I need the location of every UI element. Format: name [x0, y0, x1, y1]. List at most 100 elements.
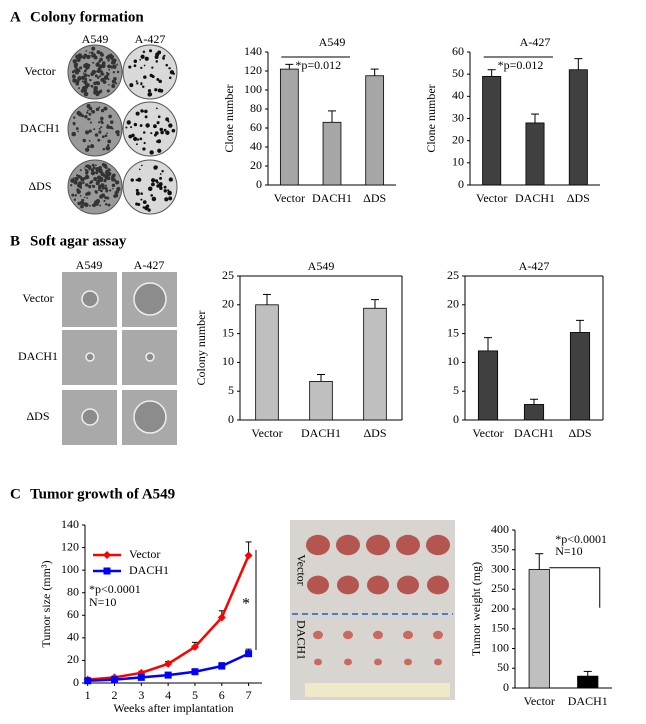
photo-label: DACH1 — [294, 620, 308, 660]
colony — [100, 126, 103, 129]
colony — [103, 178, 107, 183]
colony — [80, 76, 83, 80]
colony — [101, 61, 106, 65]
colony — [95, 191, 98, 194]
colony — [81, 114, 85, 118]
y-tick-label: 10 — [222, 354, 234, 368]
colony — [140, 54, 145, 59]
marker — [191, 668, 199, 676]
y-tick-label: 100 — [61, 562, 79, 576]
colony — [106, 72, 110, 76]
panel-title: Soft agar assay — [30, 233, 127, 249]
y-tick-label: 100 — [491, 640, 509, 654]
ruler — [305, 683, 450, 697]
x-tick-label: DACH1 — [568, 694, 608, 708]
colony — [71, 193, 75, 197]
y-tick-label: 20 — [67, 652, 79, 666]
colony — [93, 81, 97, 86]
colony — [94, 164, 97, 167]
colony — [105, 145, 111, 151]
colony — [116, 63, 119, 66]
colony — [140, 198, 143, 201]
colony — [112, 71, 115, 74]
x-tick-label: DACH1 — [515, 191, 555, 205]
colony — [133, 282, 167, 316]
colony — [163, 128, 167, 132]
x-tick-label: DACH1 — [312, 191, 352, 205]
colony — [167, 120, 170, 123]
colony — [155, 60, 159, 63]
colony — [108, 83, 110, 86]
colony — [75, 67, 79, 72]
colony — [115, 180, 120, 185]
x-tick-label: 4 — [165, 688, 171, 702]
colony — [88, 129, 92, 133]
tumor — [336, 534, 360, 556]
colony — [143, 64, 146, 67]
colony — [93, 128, 96, 131]
colony — [87, 66, 90, 69]
colony — [92, 170, 95, 173]
colony — [83, 196, 86, 199]
colony — [151, 75, 155, 79]
colony — [104, 184, 107, 187]
marker — [164, 659, 173, 668]
y-tick-label: 10 — [447, 354, 459, 368]
colony — [88, 106, 93, 111]
colony — [88, 139, 91, 142]
colony — [84, 62, 89, 67]
colony — [91, 163, 95, 167]
colony — [86, 54, 91, 60]
colony — [144, 109, 148, 114]
colony — [98, 185, 102, 190]
y-tick-label: 300 — [491, 561, 509, 575]
row-label: ΔDS — [26, 409, 49, 423]
tumor — [427, 575, 449, 595]
bar — [309, 381, 333, 421]
colony — [165, 130, 170, 135]
colony — [98, 106, 101, 109]
colony — [142, 147, 146, 151]
colony — [75, 62, 79, 66]
colony — [87, 74, 90, 77]
bar — [568, 69, 588, 186]
tumor — [426, 534, 450, 556]
colony — [98, 75, 101, 78]
y-tick-label: 40 — [67, 630, 79, 644]
colony — [131, 133, 135, 138]
colony — [150, 132, 153, 135]
colony — [105, 189, 109, 193]
y-tick-label: 20 — [250, 158, 262, 172]
colony — [74, 194, 77, 197]
tumor — [404, 658, 412, 666]
colony — [84, 130, 90, 135]
colony — [99, 204, 102, 207]
colony — [106, 89, 110, 93]
colony — [157, 148, 162, 153]
colony — [135, 111, 140, 116]
bar — [279, 68, 299, 186]
colony — [135, 191, 140, 196]
colony — [95, 91, 100, 96]
colony — [106, 132, 108, 135]
colony — [171, 128, 176, 133]
colony — [96, 81, 101, 86]
colony — [111, 183, 116, 188]
column-label: A-427 — [134, 258, 165, 272]
colony — [93, 202, 96, 206]
colony — [70, 183, 73, 187]
colony — [163, 185, 167, 189]
colony — [100, 108, 105, 113]
legend-label: DACH1 — [129, 563, 169, 577]
annotation: *p=0.012 — [295, 58, 341, 72]
colony — [142, 50, 146, 54]
colony — [156, 78, 160, 81]
colony — [110, 177, 116, 182]
colony — [97, 76, 100, 80]
colony — [85, 352, 95, 362]
y-tick-label: 120 — [244, 63, 262, 77]
y-tick-label: 15 — [222, 325, 234, 339]
tumor — [403, 630, 413, 640]
colony — [145, 123, 150, 128]
colony — [159, 127, 163, 132]
